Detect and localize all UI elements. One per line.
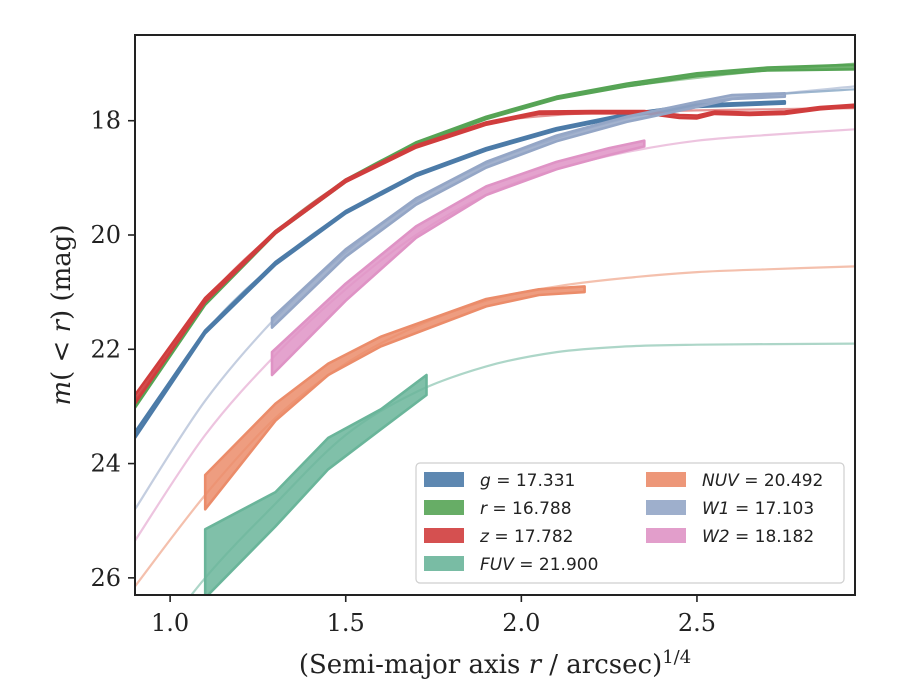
data-band-w1 [270,92,787,329]
x-axis-label: (Semi-major axis r / arcsec)1/4 [299,647,691,680]
legend: g = 17.331 r = 16.788 z = 17.782 FUV = 21.9… [415,462,845,584]
y-axis-label: m( < r) (mag) [47,224,77,405]
legend-swatch-r [424,500,464,515]
x-tick-label: 1.5 [327,609,365,637]
legend-label-w1: W1 = 17.103 [702,499,814,519]
y-tick-label: 22 [90,335,121,363]
legend-label-nuv: NUV = 20.492 [702,471,823,491]
legend-label-z: z = 17.782 [479,527,573,547]
model-curve-z [135,107,855,402]
legend-swatch-z [424,528,464,543]
legend-swatch-w2 [646,528,686,543]
y-tick-label: 20 [90,221,121,249]
tick-layer: 1.0 1.5 2.0 2.5 18 20 22 24 26 [90,107,716,637]
legend-label-fuv: FUV = 21.900 [480,555,598,575]
legend-box [415,462,845,584]
legend-label-w2: W2 = 18.182 [702,527,814,547]
series-layer [135,62,855,595]
data-band-fuv [203,373,428,595]
y-tick-label: 18 [90,107,121,135]
x-tick-label: 2.5 [678,609,716,637]
legend-swatch-nuv [646,472,686,487]
data-band-nuv [203,285,586,511]
x-tick-label: 1.0 [151,609,189,637]
x-tick-label: 2.0 [502,609,540,637]
legend-label-r: r = 16.788 [480,499,572,519]
legend-items: g = 17.331 r = 16.788 z = 17.782 FUV = 21.9… [424,471,823,575]
legend-swatch-fuv [424,556,464,571]
legend-label-g: g = 17.331 [480,471,575,491]
legend-swatch-w1 [646,500,686,515]
plot-frame [134,34,856,596]
data-band-g [135,100,787,440]
data-band-w2 [270,139,646,377]
legend-swatch-g [424,472,464,487]
y-tick-label: 24 [90,450,121,478]
data-band-z [135,103,855,405]
y-tick-label: 26 [90,564,121,592]
